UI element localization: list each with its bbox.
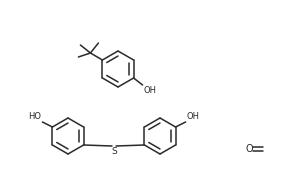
Text: O: O [245,144,253,154]
Text: OH: OH [144,86,156,95]
Text: OH: OH [187,112,200,121]
Text: HO: HO [28,112,41,121]
Text: S: S [111,147,117,156]
